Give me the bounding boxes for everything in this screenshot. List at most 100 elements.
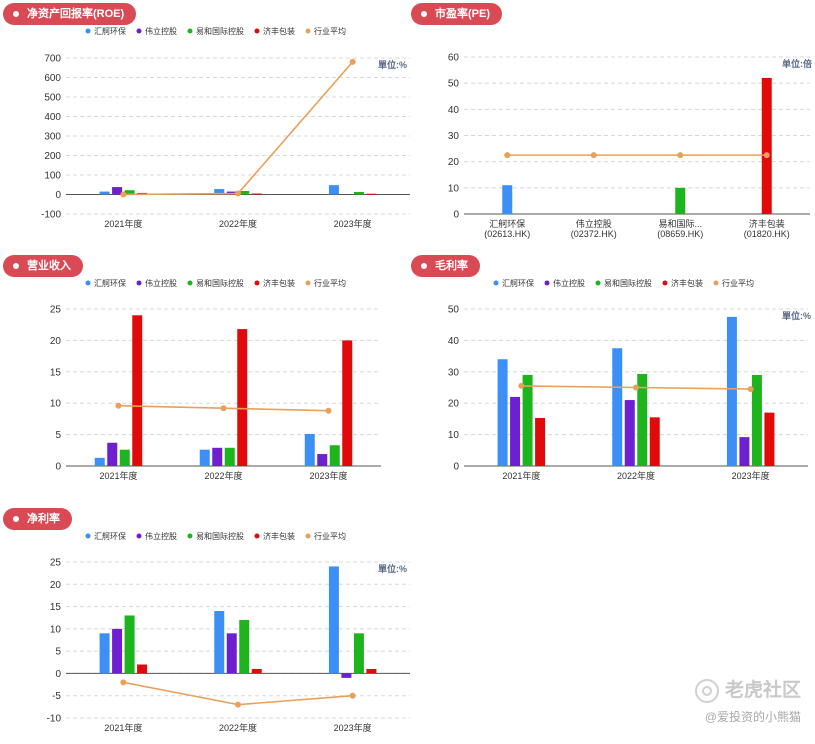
- bar: [637, 373, 648, 466]
- bar: [212, 447, 223, 466]
- x-tick-label: 2022年度: [617, 470, 655, 481]
- y-tick-label: 40: [448, 336, 460, 347]
- x-tick-label: 2022年度: [219, 722, 257, 733]
- bar: [624, 400, 635, 466]
- x-tick-label: (01820.HK): [744, 229, 790, 239]
- x-tick-label: 2023年度: [334, 218, 372, 229]
- bar: [107, 442, 118, 466]
- bar: [761, 77, 772, 214]
- bar: [328, 566, 339, 674]
- legend-marker: [187, 280, 193, 286]
- y-tick-label: 20: [448, 157, 460, 168]
- legend-marker: [187, 28, 193, 34]
- bar: [119, 449, 130, 466]
- legend-label: 济丰包装: [263, 26, 295, 36]
- y-tick-label: 700: [44, 54, 61, 65]
- average-point: [747, 386, 754, 393]
- legend-marker: [305, 280, 311, 286]
- bar: [99, 191, 110, 195]
- y-tick-label: 20: [50, 336, 62, 347]
- x-tick-label: 济丰包装: [749, 218, 785, 229]
- legend-label: 伟立控股: [553, 278, 585, 288]
- average-point: [120, 679, 127, 686]
- legend-label: 汇舸环保: [94, 278, 126, 288]
- legend-label: 行业平均: [314, 26, 346, 36]
- legend-marker: [254, 533, 260, 539]
- average-point: [349, 692, 356, 699]
- watermark-title: 老虎社区: [694, 675, 801, 703]
- bar: [112, 628, 123, 674]
- bar: [124, 615, 135, 674]
- y-tick-label: 15: [50, 367, 62, 378]
- bar: [317, 454, 328, 466]
- chart-revenue: 汇舸环保 伟立控股 易和国际控股 济丰包装 行业平均 0 5 10 15 20 25 2021年度 20…: [50, 278, 381, 481]
- bar: [237, 329, 248, 466]
- legend-label: 易和国际控股: [196, 531, 244, 541]
- bar: [341, 673, 352, 678]
- average-point: [504, 152, 511, 159]
- bar: [112, 187, 123, 195]
- bar: [510, 396, 521, 466]
- x-tick-label: 2021年度: [104, 722, 142, 733]
- bar: [497, 359, 508, 466]
- y-tick-label: -100: [41, 210, 61, 221]
- bar: [94, 457, 105, 466]
- average-line: [123, 681, 353, 706]
- y-tick-label: 50: [448, 79, 460, 90]
- y-tick-label: 100: [44, 171, 61, 182]
- bar: [366, 193, 377, 195]
- bar: [239, 190, 250, 195]
- y-tick-label: 0: [55, 190, 61, 201]
- legend-marker: [595, 280, 601, 286]
- bar: [329, 445, 340, 466]
- bar: [353, 191, 364, 195]
- y-tick-label: 600: [44, 73, 61, 84]
- legend-label: 汇舸环保: [502, 278, 534, 288]
- legend-label: 行业平均: [314, 531, 346, 541]
- legend-marker: [544, 280, 550, 286]
- chart-pe: 单位:倍 0 10 20 30 40 50 60 汇舸环保(02613.HK) 伟立控股(0237…: [448, 53, 812, 240]
- bar: [214, 611, 225, 674]
- x-tick-label: 2021年度: [502, 470, 540, 481]
- x-tick-label: (02613.HK): [484, 229, 530, 239]
- x-tick-label: 2021年度: [99, 470, 137, 481]
- x-tick-label: 2023年度: [334, 722, 372, 733]
- legend-marker: [85, 280, 91, 286]
- y-tick-label: 20: [448, 399, 460, 410]
- average-point: [235, 190, 241, 197]
- legend-marker: [136, 28, 142, 34]
- bar: [124, 190, 135, 195]
- legend-label: 汇舸环保: [94, 26, 126, 36]
- bar: [304, 433, 315, 466]
- bar: [239, 619, 250, 674]
- legend-label: 易和国际控股: [196, 278, 244, 288]
- y-tick-label: 10: [50, 624, 62, 635]
- x-tick-label: 伟立控股: [576, 218, 612, 229]
- bar: [726, 316, 737, 466]
- legend-label: 汇舸环保: [94, 531, 126, 541]
- x-tick-label: 2022年度: [204, 470, 242, 481]
- x-tick-label: 汇舸环保: [489, 218, 525, 229]
- y-tick-label: -10: [47, 714, 62, 725]
- y-tick-label: 30: [448, 131, 460, 142]
- y-tick-label: 50: [448, 305, 460, 316]
- average-point: [590, 152, 597, 159]
- y-tick-label: 400: [44, 112, 61, 123]
- average-point: [325, 407, 332, 414]
- average-point: [120, 191, 127, 198]
- average-point: [633, 384, 639, 391]
- legend-marker: [85, 28, 91, 34]
- bar: [739, 437, 750, 466]
- badge-net: 净利率: [3, 508, 72, 530]
- y-tick-label: 0: [55, 669, 61, 680]
- y-tick-label: 25: [50, 305, 62, 316]
- legend-marker: [85, 533, 91, 539]
- x-tick-label: (08659.HK): [657, 229, 703, 239]
- y-tick-label: 5: [55, 430, 61, 441]
- y-tick-label: 0: [453, 462, 459, 473]
- bar: [251, 668, 262, 674]
- y-tick-label: 20: [50, 580, 62, 591]
- average-point: [115, 402, 122, 409]
- y-tick-label: 15: [50, 602, 62, 613]
